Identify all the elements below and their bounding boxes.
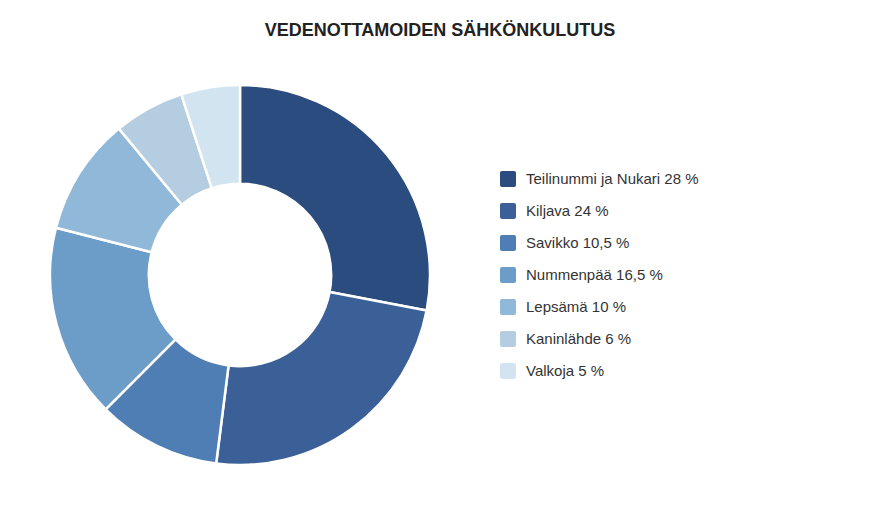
legend-label: Lepsämä 10 %	[526, 298, 626, 315]
legend-swatch	[500, 171, 516, 187]
title: VEDENOTTAMOIDEN SÄHKÖNKULUTUS	[265, 20, 616, 40]
slice	[216, 292, 426, 465]
legend-swatch	[500, 331, 516, 347]
slice	[181, 85, 240, 188]
legend-swatch	[500, 299, 516, 315]
legend-swatch	[500, 203, 516, 219]
legend-label: Savikko 10,5 %	[526, 234, 629, 251]
legend-swatch	[500, 235, 516, 251]
legend-label: Teilinummi ja Nukari 28 %	[526, 170, 699, 187]
slices	[50, 85, 430, 465]
legend: Teilinummi ja Nukari 28 % Kiljava 24 % Sav…	[500, 170, 699, 379]
slice	[240, 85, 430, 311]
slice	[50, 228, 176, 410]
legend-swatch	[500, 267, 516, 283]
legend-swatch	[500, 363, 516, 379]
legend-label: Valkoja 5 %	[526, 362, 604, 379]
legend-label: Kaninlähde 6 %	[526, 330, 631, 347]
legend-label: Kiljava 24 %	[526, 202, 609, 219]
legend-label: Nummenpää 16,5 %	[526, 266, 663, 283]
chart: VEDENOTTAMOIDEN SÄHKÖNKULUTUS Teilinummi …	[0, 0, 880, 513]
